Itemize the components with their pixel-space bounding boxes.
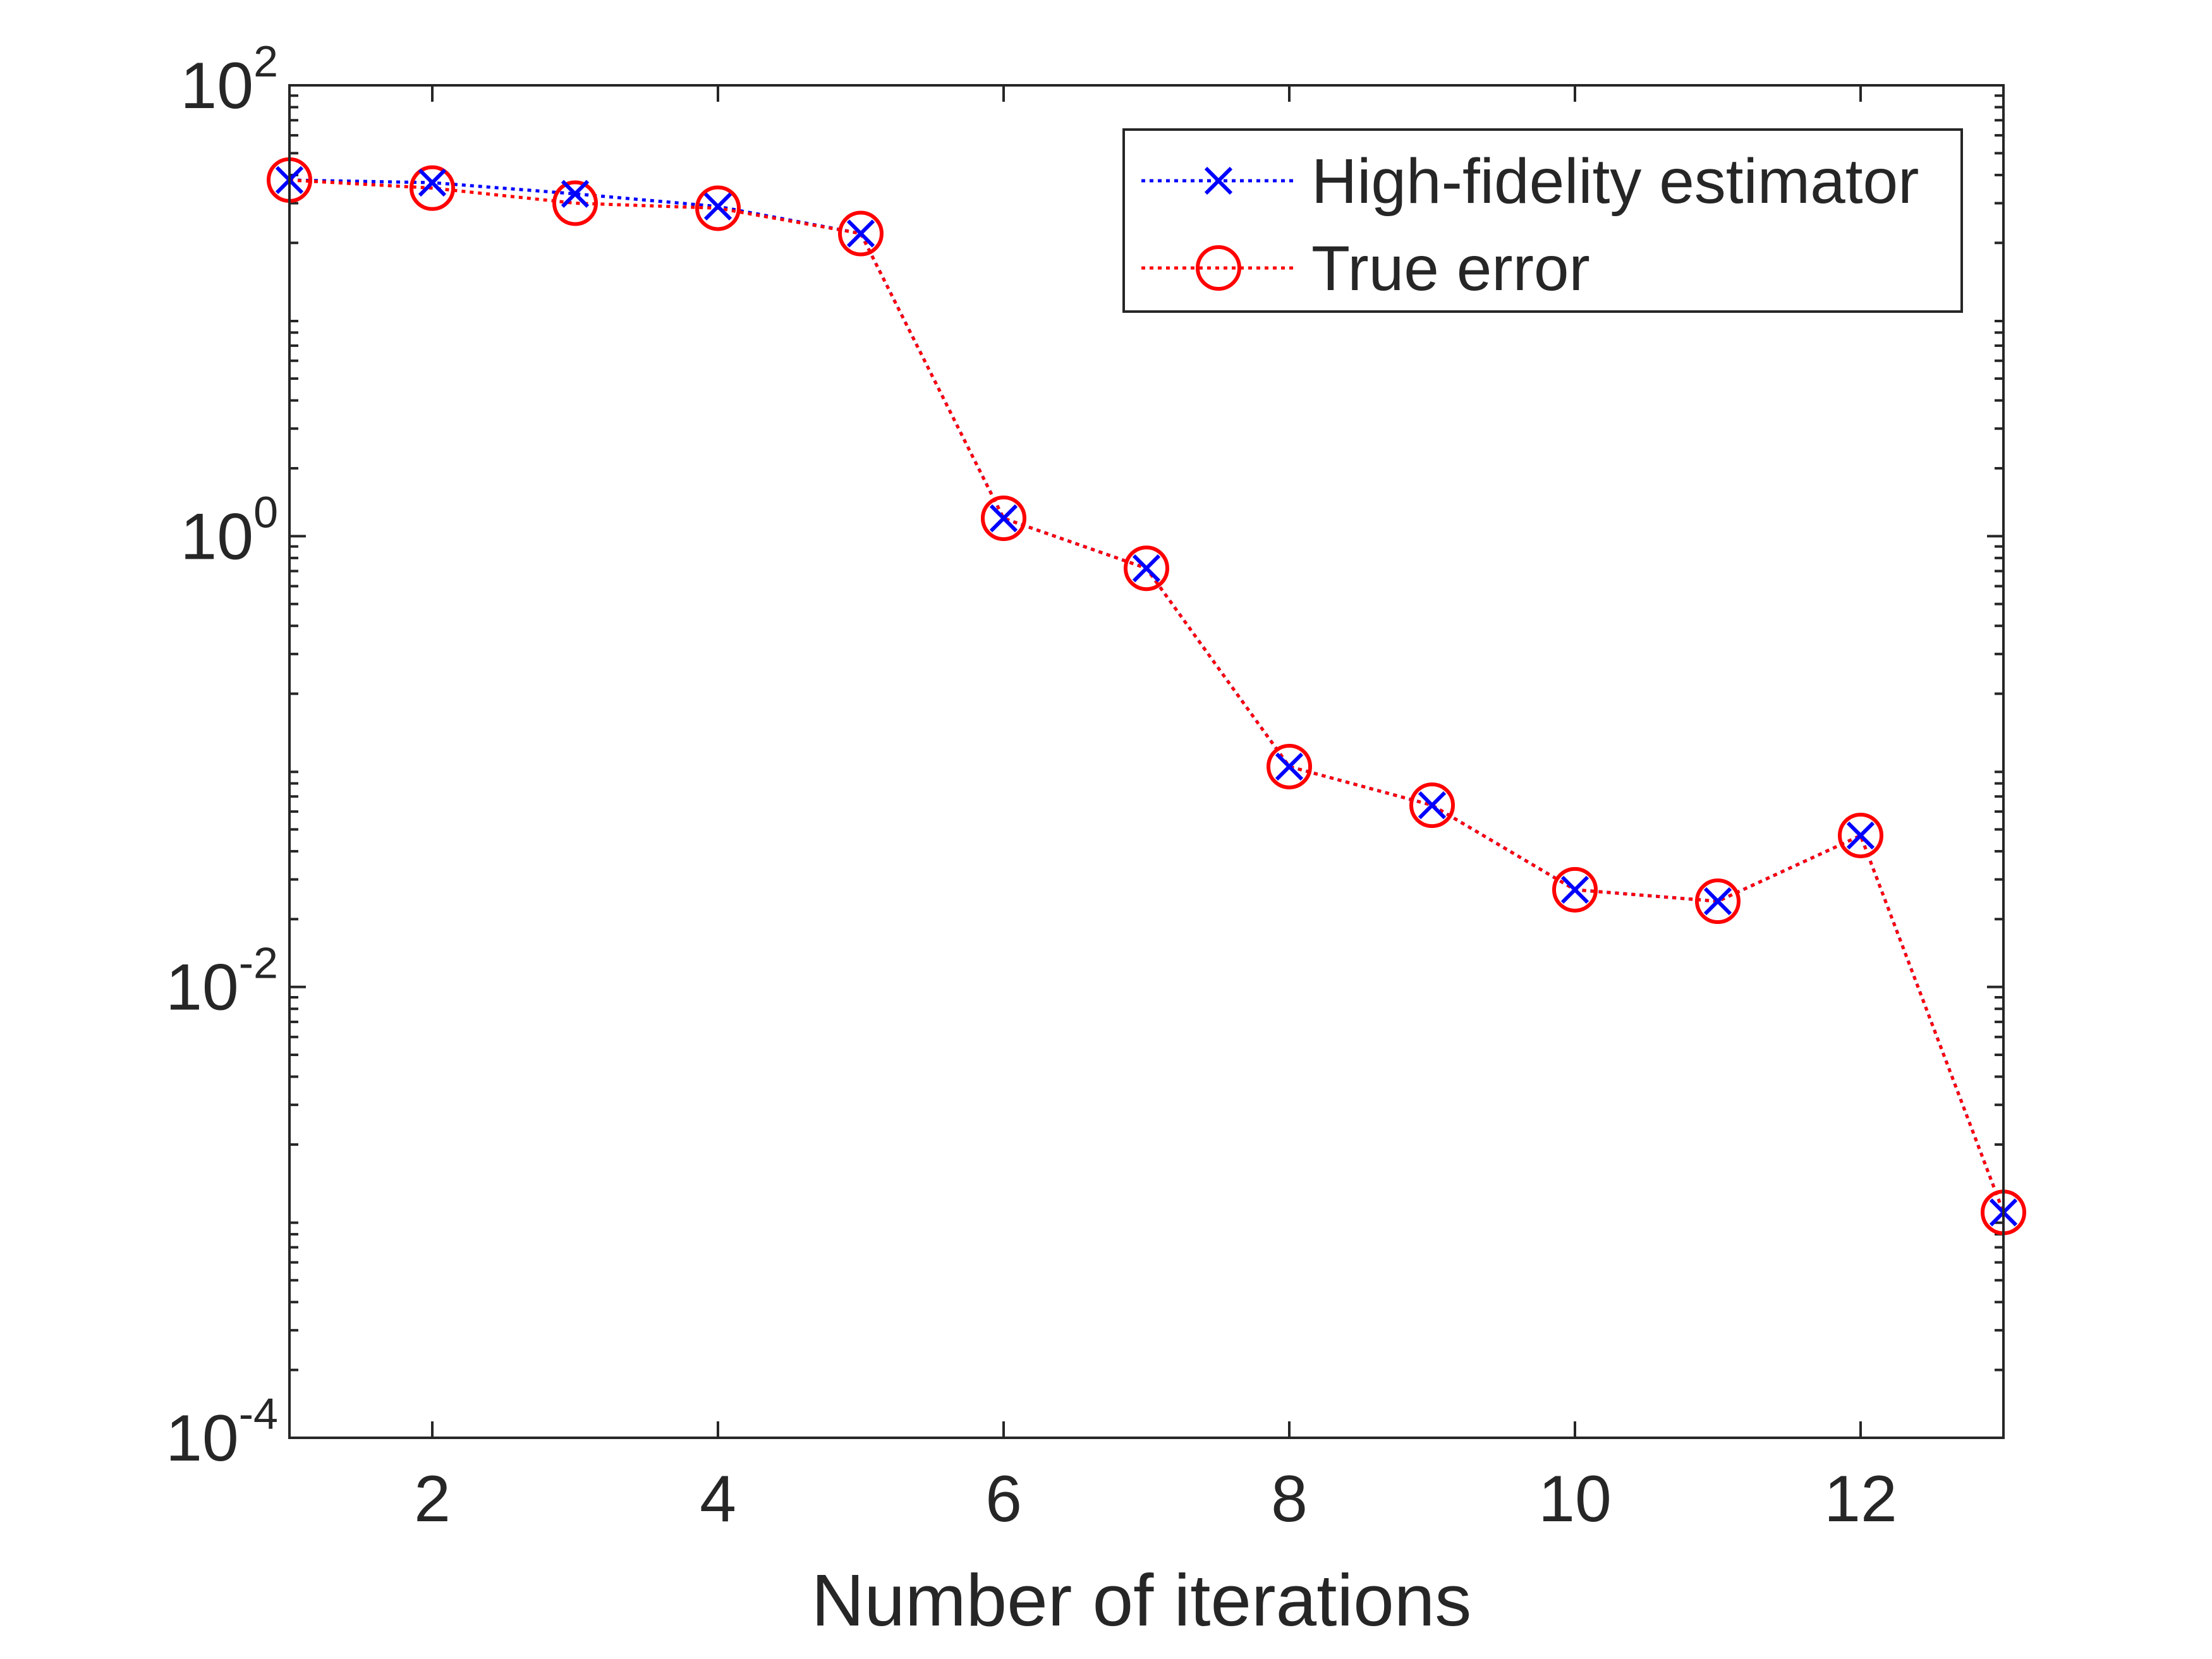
- minor-ticks: [289, 94, 2003, 1371]
- axes-box: [288, 84, 2005, 1439]
- true-error-point: [1695, 878, 1741, 925]
- x-tick-label: 4: [700, 1462, 736, 1536]
- legend-box: [1122, 128, 1963, 313]
- y-tick-label: 100: [180, 487, 278, 573]
- true-error-point: [1552, 866, 1598, 913]
- true-error-point: [695, 185, 741, 231]
- legend-marker: [1196, 245, 1241, 291]
- series-layer: [267, 157, 2026, 1236]
- series-markers-true-error: [267, 157, 2026, 1236]
- estimator-point: [418, 168, 447, 197]
- true-error-point: [1838, 812, 1883, 858]
- true-error-point: [1267, 743, 1312, 789]
- y-tick-labels: 102 100 10-2 10-4: [166, 37, 278, 1475]
- true-error-point: [838, 210, 884, 257]
- estimator-point: [561, 179, 590, 208]
- estimator-point: [1275, 752, 1304, 781]
- legend: High-fidelity estimator True error: [1122, 128, 1963, 313]
- estimator-point: [1560, 875, 1589, 904]
- estimator-point: [1132, 554, 1161, 583]
- legend-label: High-fidelity estimator: [1311, 146, 1919, 217]
- y-tick-label: 102: [180, 37, 278, 123]
- legend-marker: [1204, 166, 1233, 195]
- estimator-point: [1846, 821, 1875, 850]
- x-tick-label: 12: [1824, 1462, 1897, 1536]
- x-tick-label: 6: [985, 1462, 1022, 1536]
- legend-label: True error: [1311, 233, 1590, 304]
- estimator-point: [1418, 791, 1447, 820]
- true-error-point: [1124, 545, 1169, 592]
- x-tick-labels: 2 4 6 8 10 12: [414, 1462, 1897, 1536]
- true-error-point: [981, 495, 1026, 542]
- true-error-point: [552, 180, 598, 226]
- legend-items: High-fidelity estimator True error: [1141, 146, 1919, 304]
- estimator-point: [846, 219, 875, 248]
- estimator-point: [1703, 887, 1732, 916]
- true-error-point: [1409, 782, 1455, 829]
- x-tick-label: 8: [1271, 1462, 1308, 1536]
- legend-item: True error: [1141, 233, 1590, 304]
- legend-item: High-fidelity estimator: [1141, 146, 1919, 217]
- estimator-point: [703, 192, 732, 221]
- x-tick-label: 10: [1538, 1462, 1612, 1536]
- x-tick-label: 2: [414, 1462, 451, 1536]
- y-tick-label: 10-4: [166, 1389, 278, 1475]
- estimator-point: [989, 504, 1018, 533]
- true-error-point: [410, 165, 455, 211]
- y-tick-label: 10-2: [166, 939, 278, 1024]
- x-axis-label: Number of iterations: [811, 1559, 1471, 1641]
